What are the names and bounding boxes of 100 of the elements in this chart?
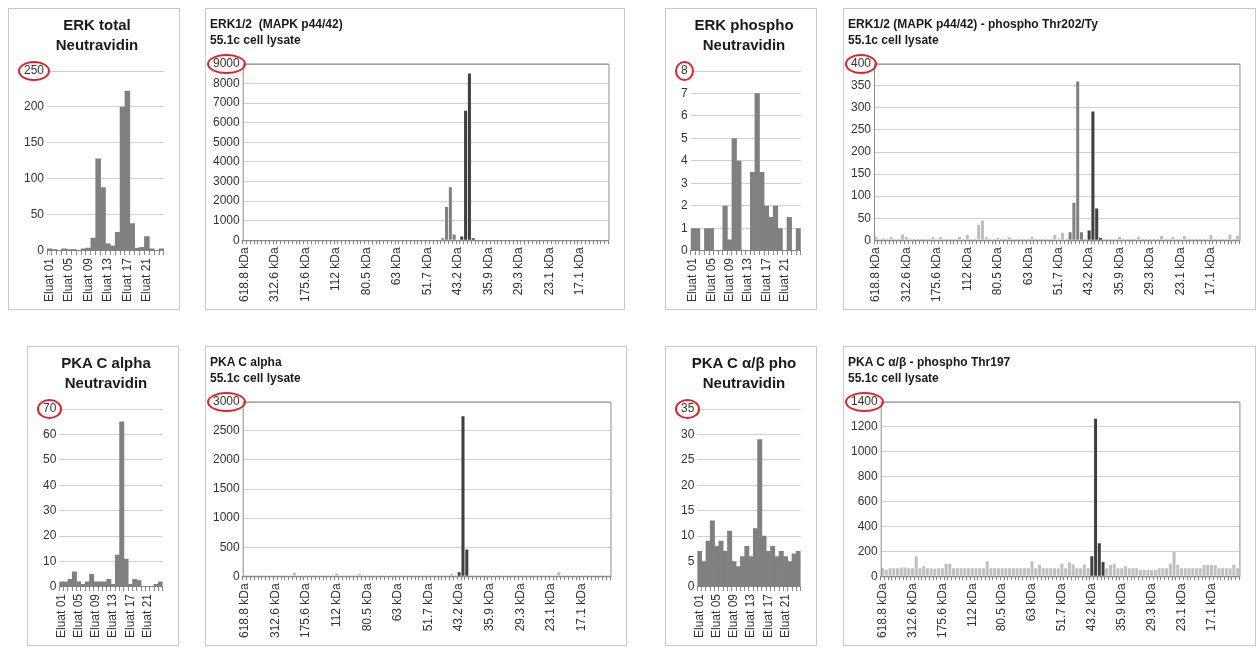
bar xyxy=(47,248,53,251)
y-tick-label: 3000 xyxy=(212,394,241,409)
x-tick-label: 35.9 kDa xyxy=(482,582,497,632)
y-tick-label: 1200 xyxy=(850,419,879,434)
bar xyxy=(1206,565,1210,576)
bar xyxy=(1138,570,1142,576)
x-tick-label: 312.6 kDa xyxy=(267,246,282,302)
x-tick-label: Eluat 17 xyxy=(760,593,775,639)
bar xyxy=(1180,568,1184,576)
bar xyxy=(757,439,763,587)
bar xyxy=(1067,562,1071,576)
y-tick-label: 2500 xyxy=(212,423,241,438)
x-tick-label: 112 kDa xyxy=(328,246,343,292)
bar xyxy=(959,568,963,576)
y-tick-label: 500 xyxy=(219,539,241,554)
bar xyxy=(1171,237,1175,240)
y-tick-label: 150 xyxy=(850,166,872,181)
x-tick-label: 80.5 kDa xyxy=(990,246,1005,296)
bar xyxy=(1030,237,1034,240)
x-tick-label: Eluat 01 xyxy=(691,593,706,639)
y-tick-label: 4000 xyxy=(212,154,241,169)
x-tick-label: 63 kDa xyxy=(1024,582,1039,622)
y-tick-label: 0 xyxy=(49,579,57,594)
bar xyxy=(80,248,87,251)
y-tick-label: 1000 xyxy=(850,443,879,458)
y-tick-label: 1400 xyxy=(850,394,879,409)
bar xyxy=(1213,565,1217,576)
chart-title: ERK total xyxy=(63,16,131,34)
x-tick-label: 63 kDa xyxy=(390,582,405,622)
x-tick-label: Eluat 13 xyxy=(743,593,758,639)
y-tick-label: 200 xyxy=(857,543,879,558)
bar xyxy=(1172,551,1176,576)
y-tick-label: 5 xyxy=(687,553,695,568)
x-tick-label: 29.3 kDa xyxy=(1143,582,1158,632)
y-tick-label: 0 xyxy=(680,243,688,258)
chart-subtitle: Neutravidin xyxy=(702,36,786,54)
y-tick-label: 2000 xyxy=(212,452,241,467)
x-tick-label: 618.8 kDa xyxy=(236,246,251,302)
x-tick-label: Eluat 21 xyxy=(139,593,154,639)
x-tick-label: 43.2 kDa xyxy=(450,246,465,296)
bar xyxy=(1146,570,1150,576)
bar xyxy=(1228,234,1232,240)
bar xyxy=(1079,568,1083,576)
bar xyxy=(1052,568,1056,576)
bar xyxy=(892,568,896,576)
x-tick-label: 29.3 kDa xyxy=(512,582,527,632)
bar xyxy=(977,224,981,240)
bar xyxy=(1116,568,1120,576)
y-tick-label: 0 xyxy=(233,568,241,583)
bar xyxy=(940,568,944,576)
bar xyxy=(63,581,69,587)
bar xyxy=(925,568,929,576)
y-tick-label: 150 xyxy=(23,135,45,150)
bar xyxy=(1004,568,1008,576)
x-tick-label: Eluat 13 xyxy=(100,257,115,303)
y-tick-label: 600 xyxy=(857,493,879,508)
x-tick-label: 112 kDa xyxy=(328,582,343,628)
y-tick-label: 0 xyxy=(233,232,241,247)
bar xyxy=(1094,418,1098,576)
y-tick-label: 5000 xyxy=(212,134,241,149)
x-tick-label: 312.6 kDa xyxy=(904,582,919,638)
bar xyxy=(907,568,911,576)
bar xyxy=(1045,568,1049,576)
bar xyxy=(970,568,974,576)
bar xyxy=(996,568,1000,576)
x-tick-label: 43.2 kDa xyxy=(1081,246,1096,296)
bar xyxy=(772,205,779,251)
bar xyxy=(993,568,997,576)
bar xyxy=(1153,570,1157,576)
x-tick-label: Eluat 01 xyxy=(685,257,700,303)
bar xyxy=(1041,568,1045,576)
bar xyxy=(1015,568,1019,576)
x-tick-label: Eluat 21 xyxy=(139,257,154,303)
bar xyxy=(158,248,164,251)
y-tick-label: 100 xyxy=(23,171,45,186)
bar xyxy=(1007,237,1011,240)
chart-title: PKA C alpha xyxy=(210,354,282,369)
bar xyxy=(952,568,956,576)
bar xyxy=(1142,570,1146,576)
bar xyxy=(1217,568,1221,576)
x-tick-label: 17.1 kDa xyxy=(1203,246,1218,296)
chart-title: ERK phospho xyxy=(694,16,794,34)
x-tick-label: 175.6 kDa xyxy=(929,246,944,302)
chart-subtitle: Neutravidin xyxy=(55,36,139,54)
y-tick-label: 1000 xyxy=(212,213,241,227)
y-tick-label: 3 xyxy=(680,175,688,190)
bar xyxy=(933,568,937,576)
x-tick-label: Eluat 09 xyxy=(726,593,741,639)
x-tick-label: Eluat 17 xyxy=(122,593,137,639)
bar xyxy=(1049,568,1053,576)
y-tick-label: 50 xyxy=(42,452,57,467)
bar xyxy=(1060,232,1064,240)
y-tick-label: 50 xyxy=(30,207,45,222)
y-tick-label: 70 xyxy=(42,401,57,416)
x-tick-label: 175.6 kDa xyxy=(934,582,949,638)
bar xyxy=(1202,565,1206,576)
bar xyxy=(965,235,969,240)
x-tick-label: Eluat 13 xyxy=(105,593,120,639)
y-tick-label: 50 xyxy=(857,210,872,225)
x-tick-label: Eluat 21 xyxy=(777,593,792,639)
